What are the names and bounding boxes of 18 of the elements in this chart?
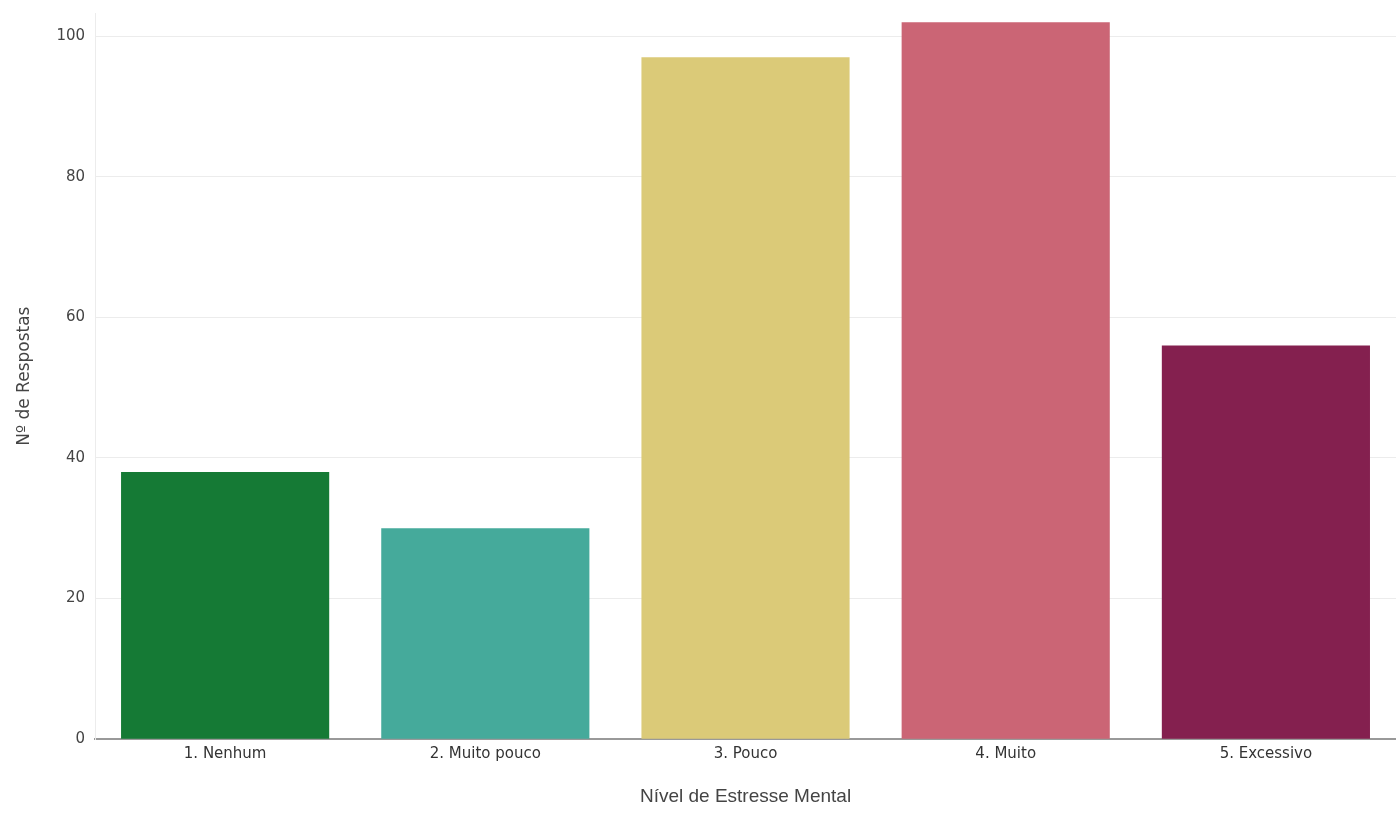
y-axis-title: Nº de Respostas (12, 306, 33, 446)
x-tick-label: 2. Muito pouco (429, 744, 541, 763)
x-axis-title: Nível de Estresse Mental (639, 784, 852, 806)
bar (381, 528, 590, 739)
bar (901, 22, 1110, 739)
y-tick-label: 20 (65, 588, 86, 607)
bar (121, 472, 330, 739)
bar (1161, 345, 1370, 739)
x-tick-label: 5. Excessivo (1219, 744, 1313, 763)
x-tick-label: 1. Nenhum (183, 744, 267, 763)
x-tick-label: 4. Muito (975, 744, 1037, 763)
y-tick-label: 40 (65, 447, 86, 466)
x-tick-label: 3. Pouco (713, 744, 778, 763)
y-tick-label: 100 (56, 26, 86, 45)
y-tick-label: 60 (65, 307, 86, 326)
y-tick-label: 80 (65, 166, 86, 185)
bar (641, 57, 850, 739)
y-tick-label: 0 (75, 729, 86, 748)
